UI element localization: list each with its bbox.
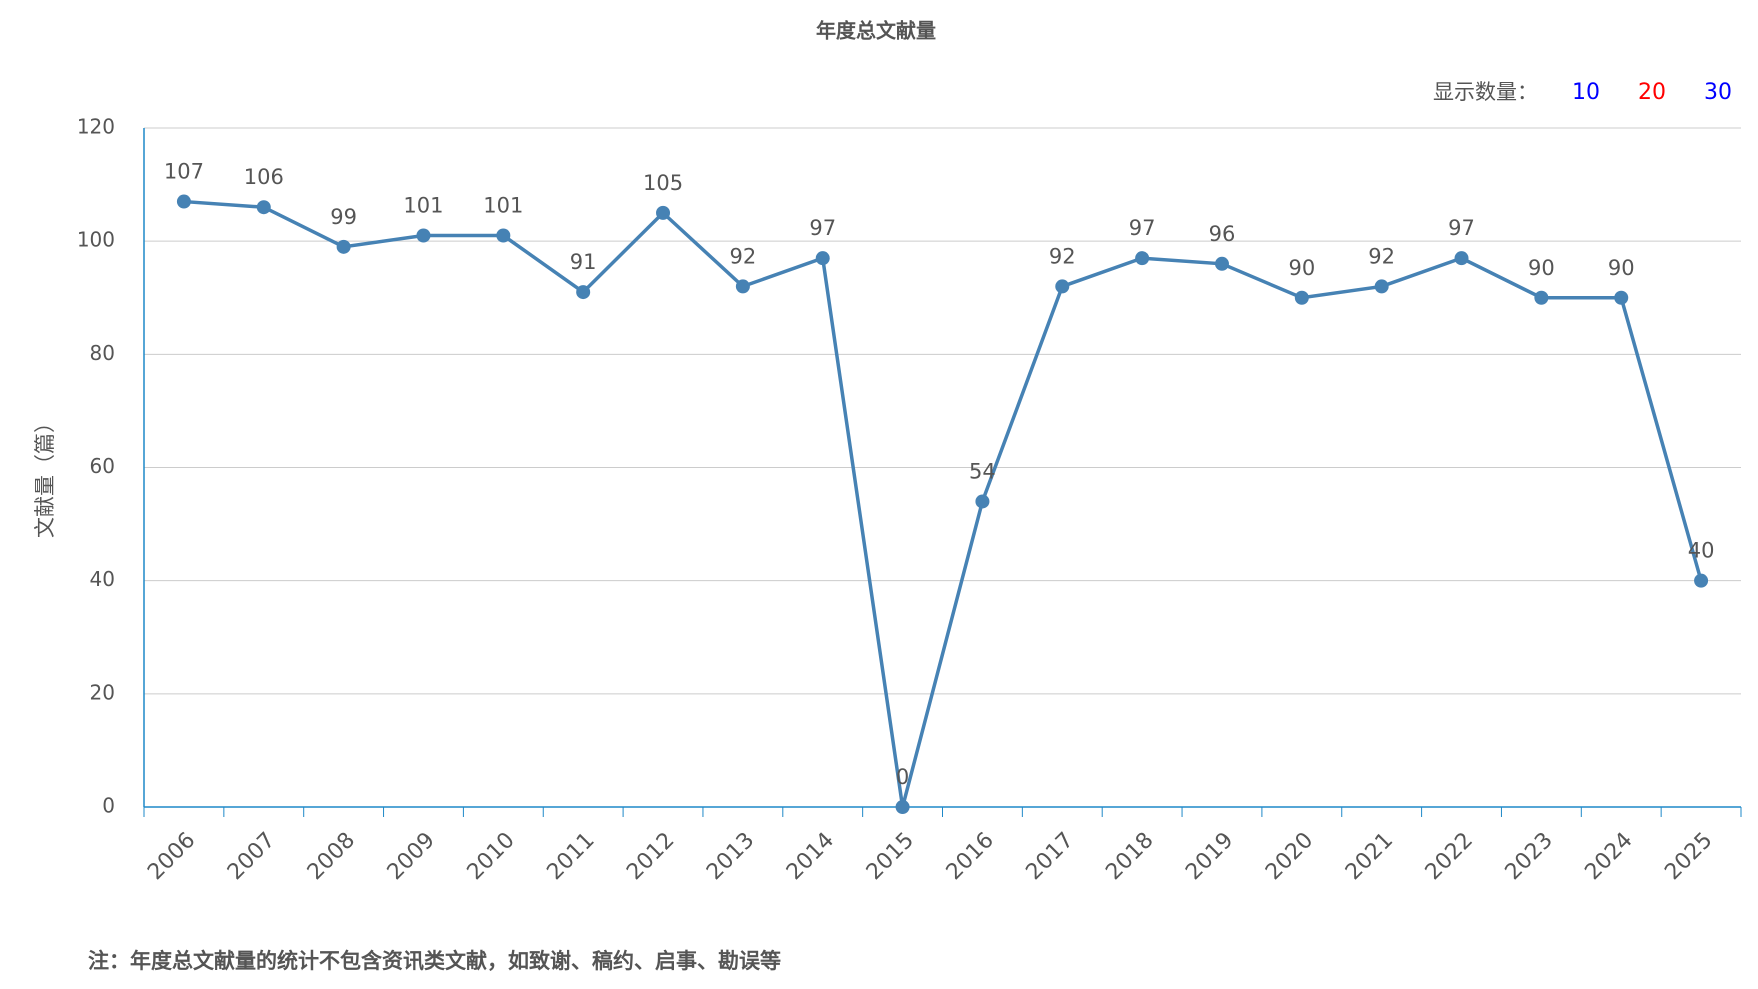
value-label: 92	[1049, 244, 1076, 268]
value-label: 101	[483, 194, 523, 218]
x-tick-label: 2007	[223, 828, 280, 885]
value-label: 92	[1368, 244, 1395, 268]
note: 注：年度总文献量的统计不包含资讯类文献，如致谢、稿约、启事、勘误等	[88, 949, 781, 973]
point	[256, 200, 271, 215]
x-tick-label: 2021	[1341, 828, 1398, 885]
point	[1374, 279, 1389, 294]
point	[1534, 290, 1549, 305]
chart-title: 年度总文献量	[816, 19, 936, 43]
x-tick-label: 2008	[303, 828, 360, 885]
count-option[interactable]: 10	[1572, 80, 1600, 105]
count-option[interactable]: 30	[1704, 80, 1732, 105]
x-tick-label: 2012	[622, 828, 679, 885]
point	[975, 494, 990, 509]
value-label: 54	[969, 459, 996, 483]
y-tick-label: 80	[90, 341, 115, 365]
value-label: 107	[164, 160, 204, 184]
value-label: 40	[1688, 539, 1715, 563]
control-label: 显示数量：	[1433, 80, 1538, 104]
point	[895, 800, 910, 814]
y-tick-label: 40	[90, 567, 115, 591]
x-tick-label: 2024	[1580, 828, 1637, 885]
y-tick-label: 20	[90, 680, 115, 704]
x-tick-label: 2018	[1101, 828, 1158, 885]
y-tick-label: 0	[102, 794, 115, 818]
x-tick-label: 2010	[463, 828, 520, 885]
x-tick-label: 2006	[143, 828, 200, 885]
value-label: 97	[1448, 216, 1475, 240]
x-tick-label: 2013	[702, 828, 759, 885]
value-label: 92	[730, 244, 757, 268]
value-label: 91	[570, 250, 597, 274]
x-tick-label: 2017	[1021, 828, 1078, 885]
point	[336, 239, 351, 254]
x-tick-label: 2025	[1660, 828, 1717, 885]
value-label: 90	[1608, 256, 1635, 280]
x-tick-label: 2016	[942, 828, 999, 885]
y-tick-label: 120	[77, 115, 115, 139]
value-label: 0	[896, 765, 909, 789]
point	[815, 251, 830, 266]
x-tick-label: 2014	[782, 828, 839, 885]
value-label: 97	[809, 216, 836, 240]
value-label: 106	[244, 165, 284, 189]
point	[176, 194, 191, 209]
y-axis-label: 文献量（篇）	[33, 412, 57, 538]
y-tick-label: 100	[77, 228, 115, 252]
value-label: 90	[1528, 256, 1555, 280]
x-tick-label: 2019	[1181, 828, 1238, 885]
count-option[interactable]: 20	[1638, 80, 1666, 105]
value-label: 101	[403, 194, 443, 218]
point	[1614, 290, 1629, 305]
line	[183, 199, 1703, 808]
point	[1694, 573, 1709, 588]
point	[1135, 251, 1150, 266]
value-label: 96	[1209, 222, 1236, 246]
value-label: 90	[1288, 256, 1315, 280]
point	[576, 285, 591, 300]
x-tick-label: 2015	[862, 828, 919, 885]
x-tick-label: 2023	[1501, 828, 1558, 885]
point	[656, 205, 671, 220]
value-label: 97	[1129, 216, 1156, 240]
x-tick-label: 2009	[383, 828, 440, 885]
point	[1454, 251, 1469, 266]
point	[1294, 290, 1309, 305]
x-tick-label: 2011	[542, 828, 599, 885]
x-tick-label: 2020	[1261, 828, 1318, 885]
value-label: 99	[330, 205, 357, 229]
point	[735, 279, 750, 294]
x-tick-label: 2022	[1421, 828, 1478, 885]
point	[416, 228, 431, 243]
point	[496, 228, 511, 243]
value-label: 105	[643, 171, 683, 195]
point	[1055, 279, 1070, 294]
y-tick-label: 60	[90, 454, 115, 478]
point	[1214, 256, 1229, 271]
